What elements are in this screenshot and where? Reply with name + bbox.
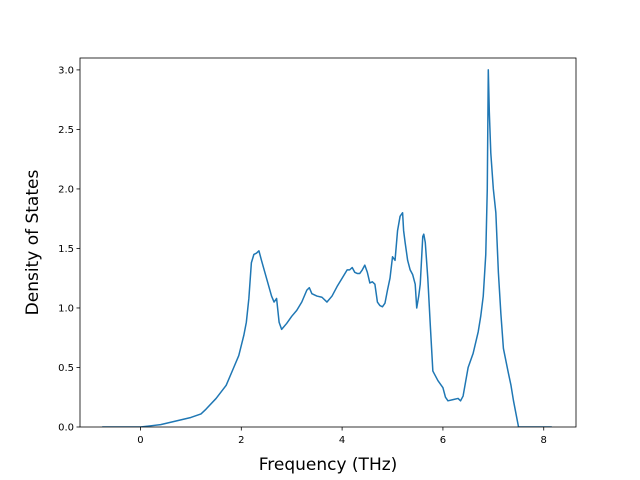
- y-tick-label: 0.0: [58, 423, 74, 434]
- x-tick-label: 6: [440, 435, 446, 446]
- y-tick-label: 0.5: [58, 363, 74, 374]
- x-tick-label: 0: [137, 435, 143, 446]
- y-tick-label: 2.0: [58, 184, 74, 195]
- axis-ticks: 0 2 4 6 8 0.0 0.5 1.0 1.5 2.0 2.5 3.0: [58, 65, 547, 446]
- y-tick-label: 3.0: [58, 65, 74, 76]
- y-axis-label: Density of States: [23, 170, 43, 316]
- x-tick-label: 8: [541, 435, 547, 446]
- y-tick-label: 1.0: [58, 303, 74, 314]
- x-tick-label: 4: [339, 435, 345, 446]
- plot-area: [102, 69, 552, 427]
- axes-frame: [79, 57, 577, 428]
- y-tick-label: 1.5: [58, 244, 74, 255]
- x-axis-label: Frequency (THz): [259, 455, 398, 475]
- x-tick-label: 2: [238, 435, 244, 446]
- y-tick-label: 2.5: [58, 125, 74, 136]
- series-line-0: [102, 69, 552, 427]
